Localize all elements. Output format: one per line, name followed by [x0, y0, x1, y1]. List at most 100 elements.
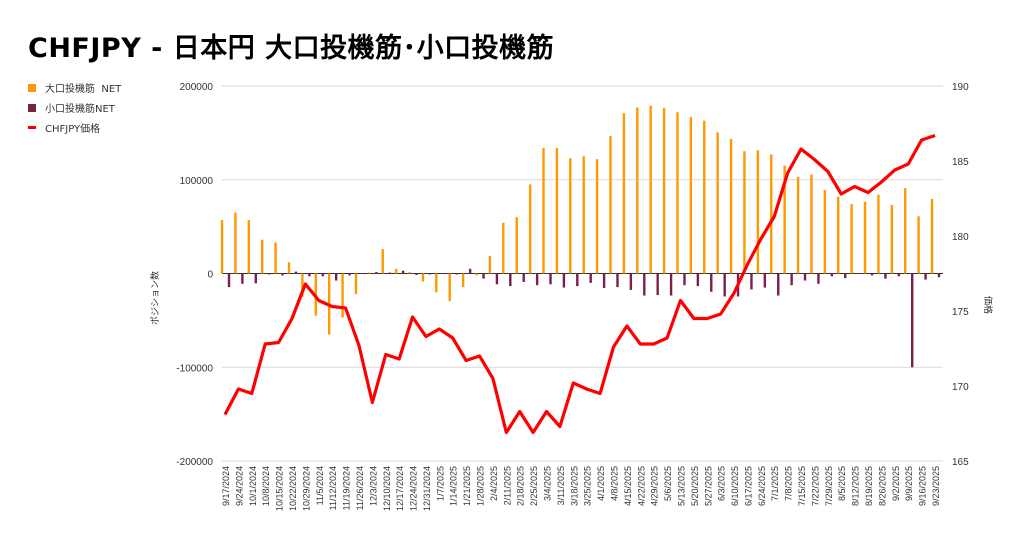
x-tick-label: 10/29/2024	[301, 466, 311, 511]
bar-small-speculators	[844, 273, 847, 279]
bar-small-speculators	[696, 273, 700, 287]
bar-large-speculators	[569, 158, 572, 274]
x-tick-label: 7/22/2025	[810, 466, 820, 506]
bar-small-speculators	[348, 273, 351, 276]
x-tick-label: 1/7/2025	[435, 466, 445, 501]
bar-large-speculators	[381, 249, 384, 274]
bar-large-speculators	[810, 174, 813, 274]
bar-small-speculators	[334, 273, 338, 281]
y2-tick-label: 175	[952, 307, 969, 318]
legend-item-small-speculators: 小口投機筋NET	[28, 100, 115, 115]
bar-small-speculators	[589, 273, 592, 283]
bar-small-speculators	[375, 272, 378, 274]
bar-large-speculators	[649, 105, 652, 274]
x-tick-label: 12/3/2024	[368, 466, 378, 506]
bar-large-speculators	[877, 194, 880, 274]
y-tick-label: -200000	[176, 457, 213, 468]
bar-large-speculators	[703, 120, 706, 274]
bar-small-speculators	[281, 273, 284, 276]
x-tick-label: 12/10/2024	[382, 466, 392, 511]
bar-large-speculators	[823, 190, 827, 274]
bar-small-speculators	[241, 273, 244, 284]
x-tick-label: 6/3/2025	[717, 466, 727, 501]
y2-tick-label: 190	[952, 82, 969, 93]
x-tick-label: 5/27/2025	[703, 466, 713, 506]
x-tick-label: 9/9/2025	[904, 466, 914, 501]
bar-small-speculators	[455, 273, 458, 275]
bar-small-speculators	[803, 273, 807, 281]
x-tick-label: 10/8/2024	[261, 466, 271, 506]
legend-label: 大口投機筋 NET	[45, 84, 122, 95]
y2-axis-title: 価格	[982, 296, 994, 314]
bar-large-speculators	[287, 262, 291, 274]
bar-small-speculators	[415, 273, 418, 275]
bar-large-speculators	[220, 220, 224, 274]
x-tick-label: 3/25/2025	[583, 466, 593, 506]
bar-small-speculators	[522, 273, 525, 282]
x-tick-label: 7/8/2025	[784, 466, 794, 501]
bar-small-speculators	[723, 273, 726, 297]
bar-small-speculators	[656, 273, 659, 296]
x-tick-label: 7/29/2025	[824, 466, 834, 506]
bar-small-speculators	[830, 273, 834, 277]
bar-small-speculators	[857, 273, 860, 274]
y-tick-label: 100000	[180, 176, 214, 187]
bar-small-speculators	[468, 268, 472, 274]
bar-small-speculators	[308, 273, 311, 277]
bar-small-speculators	[401, 270, 405, 274]
bar-large-speculators	[247, 220, 250, 274]
bar-large-speculators	[863, 201, 867, 274]
x-tick-label: 3/18/2025	[569, 466, 579, 506]
bar-large-speculators	[904, 188, 907, 274]
y-tick-label: 200000	[180, 82, 214, 93]
x-tick-label: 8/5/2025	[837, 466, 847, 501]
legend-swatch	[28, 83, 36, 92]
bar-large-speculators	[435, 273, 438, 293]
bar-large-speculators	[770, 154, 773, 274]
bar-large-speculators	[743, 151, 746, 274]
bar-small-speculators	[629, 273, 633, 290]
bar-large-speculators	[689, 116, 693, 274]
y2-tick-label: 180	[952, 232, 969, 243]
bar-small-speculators	[616, 273, 619, 288]
bar-small-speculators	[549, 273, 552, 285]
bar-large-speculators	[609, 136, 612, 274]
bar-large-speculators	[448, 273, 451, 302]
x-tick-label: 9/17/2024	[221, 466, 231, 506]
bar-large-speculators	[301, 273, 304, 297]
bar-large-speculators	[368, 272, 371, 274]
bar-large-speculators	[756, 150, 760, 274]
x-tick-label: 1/21/2025	[462, 466, 472, 506]
y2-tick-label: 185	[952, 157, 969, 168]
price-line	[223, 133, 936, 435]
legend-item-price: CHFJPY価格	[28, 120, 100, 135]
x-tick-label: 4/1/2025	[596, 466, 606, 501]
x-tick-label: 11/12/2024	[328, 466, 338, 510]
x-tick-label: 8/12/2025	[851, 466, 861, 506]
x-tick-label: 5/20/2025	[690, 466, 700, 506]
bar-small-speculators	[937, 273, 941, 278]
x-tick-label: 4/8/2025	[609, 466, 619, 501]
y-tick-label: -100000	[176, 363, 213, 374]
bar-large-speculators	[341, 273, 344, 318]
bar-large-speculators	[555, 147, 559, 274]
bar-large-speculators	[837, 196, 840, 274]
x-tick-label: 10/1/2024	[248, 466, 258, 506]
bar-small-speculators	[227, 273, 231, 288]
x-tick-label: 7/15/2025	[797, 466, 807, 506]
bar-small-speculators	[763, 273, 767, 288]
bar-large-speculators	[930, 198, 934, 274]
bar-small-speculators	[817, 273, 820, 284]
x-tick-label: 9/24/2024	[234, 466, 244, 506]
legend-swatch	[28, 126, 36, 129]
bar-large-speculators	[274, 242, 277, 274]
bar-small-speculators	[870, 273, 874, 276]
bar-large-speculators	[796, 176, 800, 274]
bar-small-speculators	[562, 273, 566, 288]
bar-large-speculators	[408, 272, 411, 274]
bar-large-speculators	[783, 165, 786, 274]
x-tick-label: 1/14/2025	[449, 466, 459, 506]
bar-small-speculators	[576, 273, 579, 287]
bar-large-speculators	[234, 212, 237, 274]
bar-small-speculators	[777, 273, 780, 296]
